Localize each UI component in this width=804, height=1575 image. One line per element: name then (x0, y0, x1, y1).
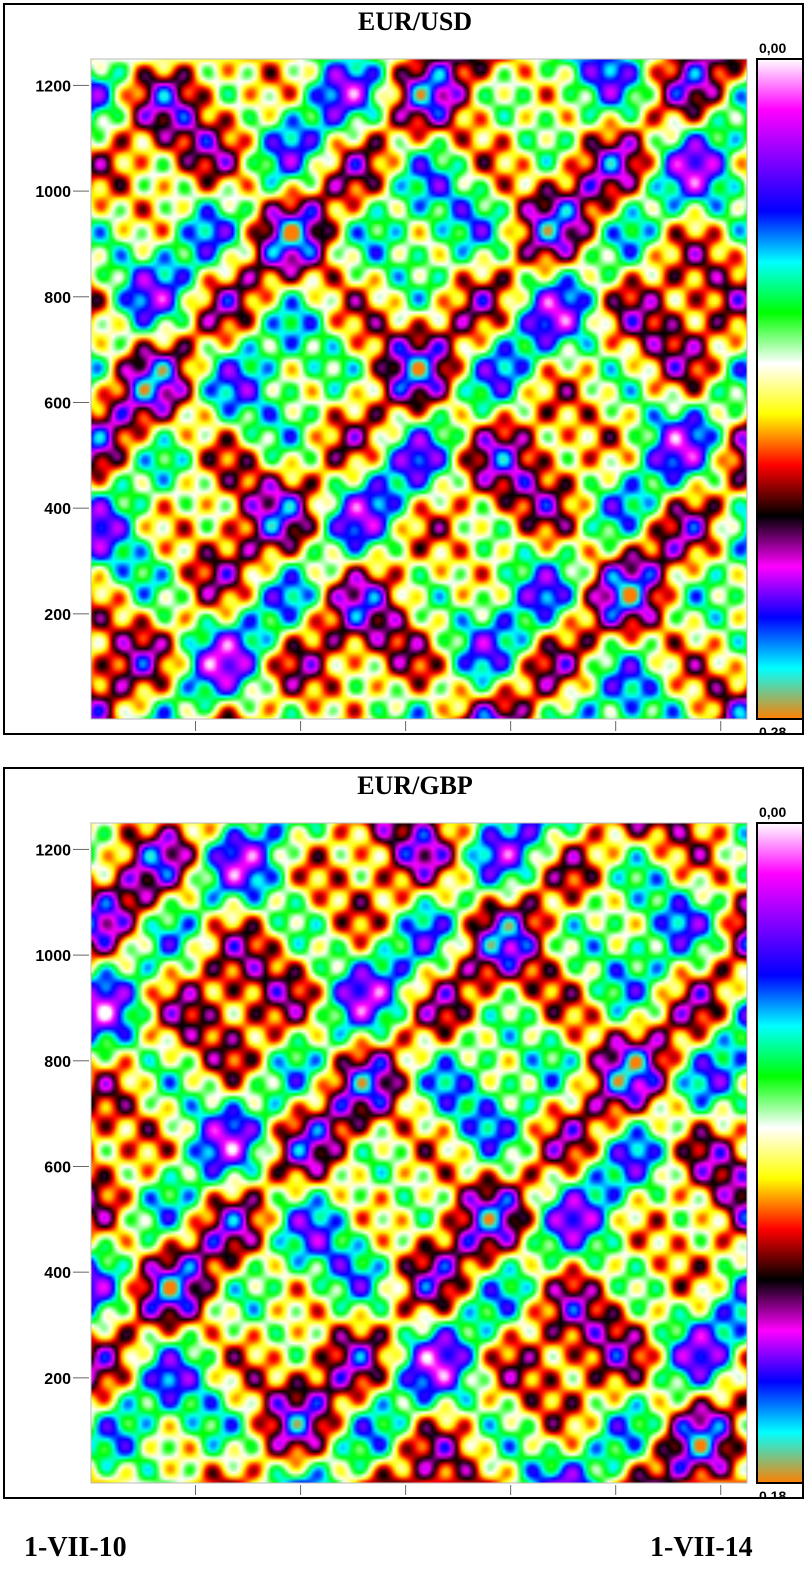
chart-title: EUR/USD (357, 7, 473, 36)
y-tick-label: 400 (44, 1265, 71, 1282)
plot-area-border (90, 58, 748, 720)
y-tick-label: 600 (44, 1159, 71, 1176)
start-date-label: 1-VII-10 (24, 1532, 127, 1563)
y-tick-label: 1000 (35, 948, 71, 965)
y-tick-label: 800 (44, 1054, 71, 1071)
heatmap-cells (91, 823, 747, 1483)
color-scale-min-label: 0,00 (759, 40, 786, 56)
color-scale-bar (756, 822, 802, 1484)
color-scale-min-label: 0,00 (759, 804, 786, 820)
heatmap-panel-eur-usd: EUR/USD 20040060080010001200200400600800… (3, 3, 804, 735)
heatmap-panel-eur-gbp: EUR/GBP 20040060080010001200200400600800… (3, 767, 804, 1499)
y-tick-label: 800 (44, 290, 71, 307)
chart-title: EUR/GBP (357, 771, 473, 800)
recurrence-heatmap-eur-usd: 2004006008001000120020040060080010001200… (35, 40, 802, 733)
y-tick-label: 1000 (35, 184, 71, 201)
recurrence-heatmap-eur-gbp: 2004006008001000120020040060080010001200… (35, 804, 802, 1497)
y-tick-label: 200 (44, 607, 71, 624)
y-tick-label: 200 (44, 1371, 71, 1388)
y-tick-label: 1200 (35, 842, 71, 859)
y-tick-label: 1200 (35, 78, 71, 95)
y-tick-label: 400 (44, 501, 71, 518)
color-scale-max-label: 0,18 (759, 1488, 786, 1497)
color-scale-max-label: 0,28 (759, 724, 786, 733)
plot-area-border (90, 822, 748, 1484)
y-tick-label: 600 (44, 395, 71, 412)
end-date-label: 1-VII-14 (650, 1532, 753, 1563)
heatmap-cells (91, 59, 747, 719)
color-scale-bar (756, 58, 802, 720)
